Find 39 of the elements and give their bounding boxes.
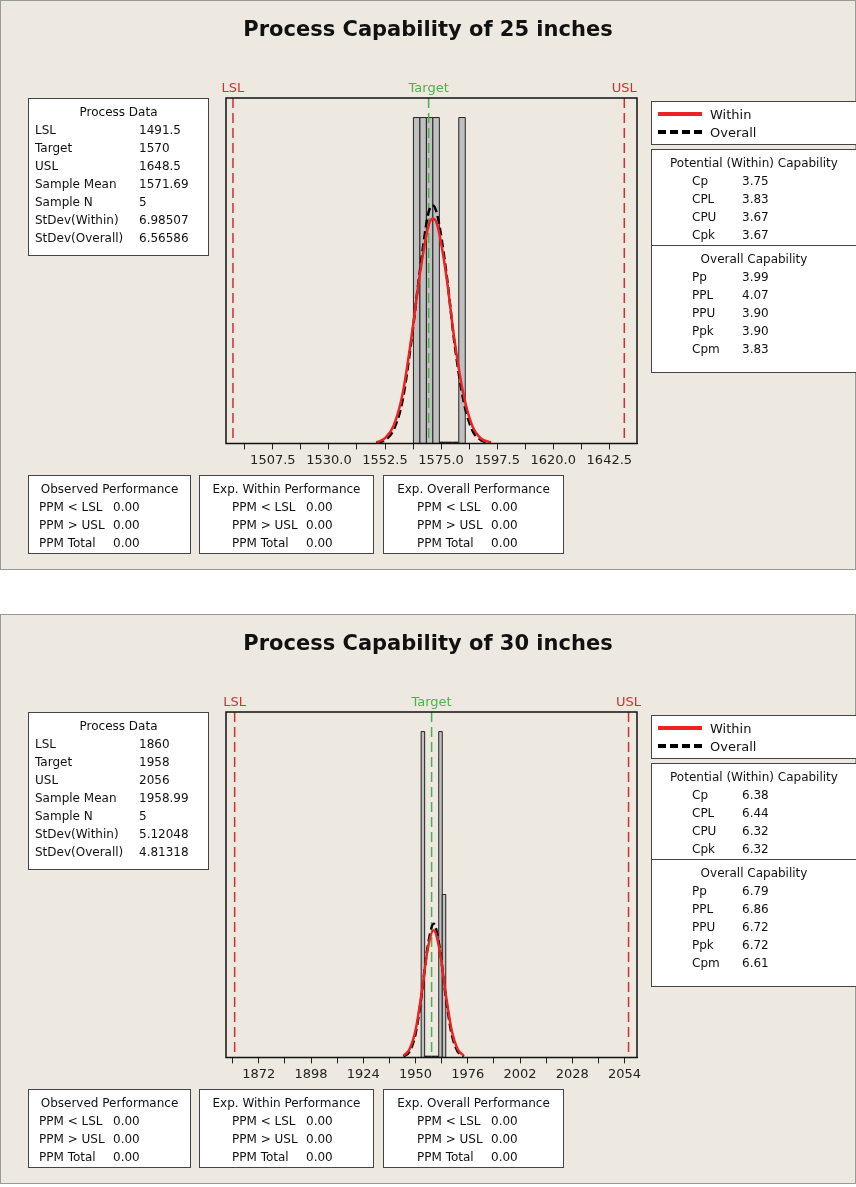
x-tick-label: 1620.0	[530, 451, 576, 467]
ref-line-label: Target	[407, 79, 449, 95]
legend-label: Overall	[710, 738, 757, 754]
text: Overall Capability Pp 3.99 PPL 4.07 PPU 3.90 Ppk 3.90 Cpm 3.83	[691, 251, 809, 358]
x-tick-label: 2054	[607, 1065, 642, 1081]
text: Exp. Within Performance PPM < LSL 0.00 PPM > USL 0.00 PPM Total 0.00	[211, 481, 362, 552]
text: Overall Capability Pp 6.79 PPL 6.86 PPU 6.72 Ppk 6.72 Cpm 6.61	[691, 865, 809, 972]
x-tick-label: 2002	[503, 1065, 537, 1081]
legend-label: Overall	[710, 124, 757, 140]
text: Process Data LSL 1860 Target 1958 USL 2056 Sample Mean 1958.99 Sample N 5 StDev(Within) 5.12048 StDev(Overall) 4.81318	[34, 718, 190, 861]
x-tick-label: 2028	[555, 1065, 589, 1081]
x-tick-label: 1924	[346, 1065, 380, 1081]
text: Exp. Within Performance PPM < LSL 0.00 PPM > USL 0.00 PPM Total 0.00	[211, 1095, 362, 1166]
x-tick-label: 1976	[451, 1065, 485, 1081]
legend-label: Within	[710, 720, 752, 736]
text: Observed Performance PPM < LSL 0.00 PPM > USL 0.00 PPM Total 0.00	[38, 1095, 180, 1166]
x-tick-label: 1642.5	[586, 451, 633, 467]
ref-line-label: LSL	[221, 79, 246, 95]
ref-line-label: USL	[616, 693, 642, 709]
legend-label: Within	[710, 106, 752, 122]
x-tick-label: 1552.5	[362, 451, 408, 467]
x-tick-label: 1950	[398, 1065, 433, 1081]
x-tick-label: 1530.0	[306, 451, 352, 467]
ref-line-label: Target	[410, 693, 452, 709]
text: Exp. Overall Performance PPM < LSL 0.00 PPM > USL 0.00 PPM Total 0.00	[396, 1095, 551, 1166]
x-tick-label: 1597.5	[474, 451, 520, 467]
x-tick-label: 1872	[242, 1065, 276, 1081]
ref-line-label: USL	[611, 79, 638, 95]
chart-title: Process Capability of 25 inches	[242, 17, 614, 41]
text: Observed Performance PPM < LSL 0.00 PPM > USL 0.00 PPM Total 0.00	[38, 481, 180, 552]
x-tick-label: 1507.5	[250, 451, 296, 467]
x-tick-label: 1898	[294, 1065, 328, 1081]
text: Potential (Within) Capability Cp 6.38 CPL 6.44 CPU 6.32 Cpk 6.32	[669, 769, 839, 858]
text: Potential (Within) Capability Cp 3.75 CPL 3.83 CPU 3.67 Cpk 3.67	[669, 155, 839, 244]
chart-title: Process Capability of 30 inches	[242, 631, 614, 655]
x-tick-label: 1575.0	[418, 451, 464, 467]
ref-line-label: LSL	[223, 693, 247, 709]
text: Process Data LSL 1491.5 Target 1570 USL 1648.5 Sample Mean 1571.69 Sample N 5 StDev(Within) 6.98507 StDev(Overall) 6.56586	[34, 104, 190, 247]
text: Exp. Overall Performance PPM < LSL 0.00 PPM > USL 0.00 PPM Total 0.00	[396, 481, 551, 552]
